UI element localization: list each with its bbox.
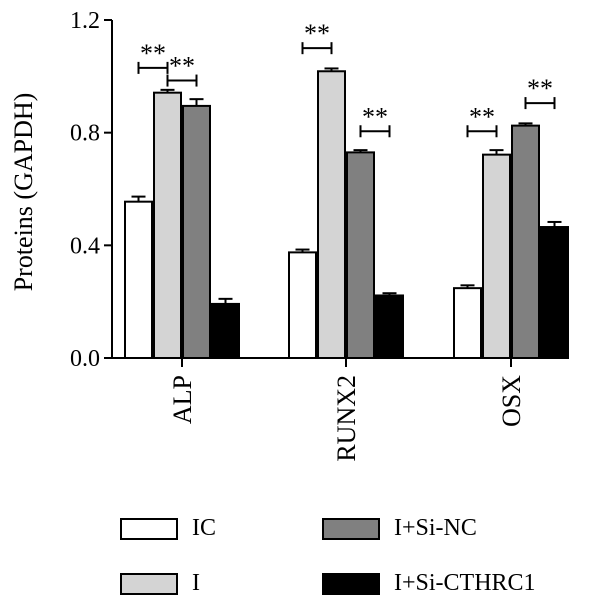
bar xyxy=(453,287,482,359)
x-tick-label: RUNX2 xyxy=(332,375,361,462)
bars xyxy=(124,67,569,360)
bar xyxy=(317,70,346,359)
bar xyxy=(482,153,511,359)
bar xyxy=(375,294,404,359)
y-tick-label: 0.0 xyxy=(70,346,100,372)
bar xyxy=(288,251,317,359)
bar xyxy=(153,91,182,359)
y-axis-title: Proteins (GAPDH) xyxy=(9,93,38,292)
axes: 0.0 0.4 0.8 1.2 Proteins (GAPDH) ALP RUNX2 OSX xyxy=(9,8,526,462)
significance-label: ** xyxy=(362,102,388,131)
bar xyxy=(511,124,540,359)
significance-label: ** xyxy=(527,74,553,103)
significance-label: ** xyxy=(140,39,166,68)
significance-label: ** xyxy=(169,52,195,81)
significance-annotations: ** ****** **** xyxy=(137,19,556,138)
bar xyxy=(124,200,153,359)
y-tick-label: 0.8 xyxy=(70,121,100,147)
bar xyxy=(540,226,569,359)
bar xyxy=(211,302,240,360)
y-tick-label: 0.4 xyxy=(70,233,100,259)
x-tick-label: ALP xyxy=(168,375,197,424)
bar xyxy=(182,104,211,359)
y-tick-label: 1.2 xyxy=(70,8,100,34)
significance-label: ** xyxy=(469,102,495,131)
bar xyxy=(346,151,375,359)
x-tick-label: OSX xyxy=(497,375,526,427)
significance-label: ** xyxy=(304,19,330,48)
